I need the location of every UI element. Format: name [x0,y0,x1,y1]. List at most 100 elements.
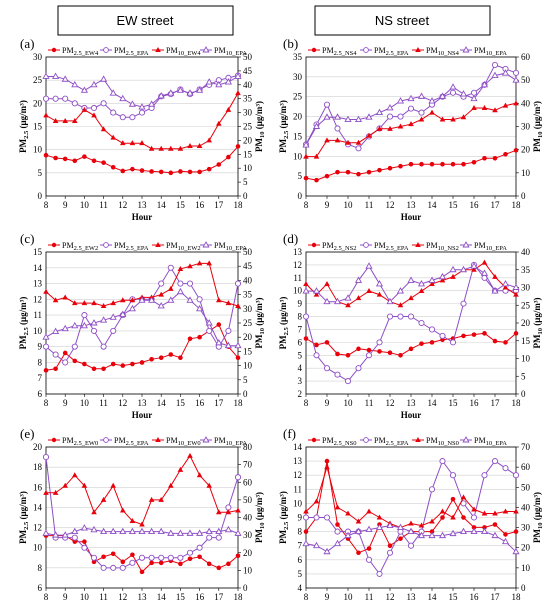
y2-tick-label: 25 [243,318,253,328]
x-tick-label: 18 [234,200,244,210]
data-point [428,97,436,104]
data-point [334,528,341,535]
y2-tick-label: 10 [521,563,531,573]
data-point [81,312,88,319]
data-point [216,322,222,327]
data-point [470,527,478,535]
data-point [82,539,87,544]
data-point [206,166,212,172]
data-point [148,554,155,561]
data-point [81,300,88,306]
data-point [460,300,467,307]
y-tick-label: 9 [298,299,303,309]
series-PM2.5_EW0 [43,533,241,575]
data-point [449,265,457,273]
y-tick-label: 13 [293,456,303,466]
plot-frame [45,446,239,589]
legend-marker [311,242,317,248]
data-point [354,276,363,283]
x-tick-label: 11 [365,200,374,210]
data-point [387,543,393,548]
data-point [429,109,435,115]
data-point [109,89,117,96]
data-point [366,288,372,294]
series-PM2.5_NS4 [303,148,519,183]
data-point [491,71,499,78]
data-point [205,78,213,85]
data-point [387,125,393,131]
data-point [177,266,184,272]
x-axis-label: Hour [401,212,422,222]
data-point [418,288,425,294]
y2-tick-label: 30 [521,523,531,533]
y-tick-label: 30 [33,52,43,62]
panel-letter: (c) [20,231,34,246]
y2-axis-label: PM10 (μg/m³) [254,492,266,543]
data-point [386,521,394,529]
data-point [205,527,213,535]
chart-panel-d: (d) 2 3 4 5 6 7 8 9 10 11 12 13 0 5 10 15 20 25 30 35 40 8 9 10 1… [278,231,544,420]
data-point [407,105,415,112]
y-tick-label: 5 [38,168,43,178]
data-point [226,154,231,160]
data-point [398,163,403,169]
series-PM2.5_NS0 [303,458,519,556]
x-tick-label: 18 [512,592,522,602]
data-point [128,527,136,535]
data-point [323,297,331,305]
data-point [90,80,98,88]
x-tick-label: 17 [214,200,224,210]
data-point [128,100,136,107]
data-point [53,155,58,161]
x-tick-label: 11 [99,200,108,210]
data-point [72,158,78,164]
legend-marker [202,46,210,53]
data-point [428,531,436,539]
data-point [407,542,415,549]
data-point [71,100,78,107]
series-PM2.5_NS2 [303,331,519,358]
y2-tick-label: 15 [243,149,253,159]
data-point [42,333,50,340]
y2-axis-label: PM10 (μg/m³) [532,101,544,152]
data-point [450,273,456,279]
data-point [177,145,184,151]
data-point [177,466,184,472]
y-tick-label: 15 [293,131,303,141]
data-point [61,324,69,332]
data-point [91,509,97,515]
y2-tick-label: 15 [243,346,253,356]
x-tick-label: 8 [44,398,49,408]
data-point [167,554,174,561]
data-point [335,351,340,357]
data-point [480,269,489,276]
x-tick-label: 14 [157,592,167,602]
data-point [80,321,88,329]
data-point [138,109,146,116]
data-point [149,356,154,362]
y-tick-label: 6 [38,389,43,399]
data-point [43,489,49,495]
data-point [196,296,203,303]
x-tick-label: 16 [470,200,480,210]
data-point [129,297,136,303]
data-point [376,291,383,297]
data-point [471,332,477,337]
data-point [196,472,203,478]
data-point [482,525,487,530]
data-point [120,507,126,513]
x-tick-label: 12 [386,200,395,210]
y2-tick-label: 5 [521,371,526,381]
data-point [129,114,136,121]
data-point [206,482,212,488]
legend-label: PM2.5_EPA [374,46,409,57]
data-point [407,313,415,320]
data-point [345,169,351,175]
data-point [100,527,108,535]
data-point [62,350,68,356]
y-tick-label: 7 [38,373,43,383]
x-tick-label: 10 [80,398,90,408]
y-tick-label: 30 [293,72,303,82]
y-tick-label: 10 [33,145,43,155]
y-tick-label: 8 [298,527,303,537]
